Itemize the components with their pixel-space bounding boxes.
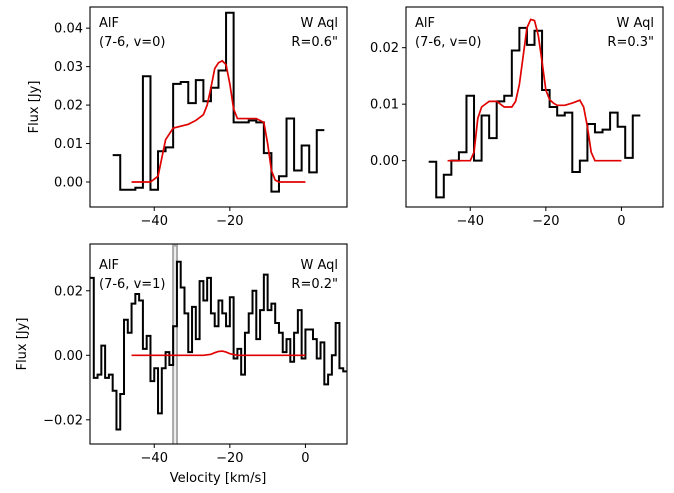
transition-label: (7-6, v=0): [415, 35, 482, 50]
x-tick-label: 0: [301, 451, 309, 466]
panel-top-left: −40 −20 0.00 0.01 0.02 0.03 0.04 AlF (7-6, v=0…: [27, 6, 348, 229]
species-label: AlF: [99, 16, 119, 31]
observed-spectrum-step: [428, 26, 641, 199]
y-tick-label: 0.02: [370, 41, 399, 56]
y-tick-label: 0.00: [370, 154, 399, 169]
y-tick-label: −0.02: [43, 413, 83, 428]
y-tick-label: 0.01: [54, 137, 83, 152]
observed-spectrum-step: [112, 11, 325, 193]
star-label: W Aql: [300, 16, 338, 31]
observed-spectrum-step: [90, 260, 347, 431]
transition-label: (7-6, v=0): [99, 35, 166, 50]
x-tick-label: −40: [141, 451, 168, 466]
panel-top-right: −40 −20 0 0.00 0.01 0.02 AlF (7-6, v=0) W Aql…: [370, 6, 664, 229]
y-tick-label: 0.02: [54, 284, 83, 299]
x-tick-label: 0: [617, 214, 625, 229]
x-tick-label: −20: [216, 214, 243, 229]
x-tick-label: −40: [457, 214, 484, 229]
axes-frame: [405, 6, 664, 208]
model-spectrum-line: [131, 350, 306, 357]
y-tick-label: 0.01: [370, 98, 399, 113]
radius-label: R=0.6": [291, 35, 338, 50]
y-tick-label: 0.00: [54, 349, 83, 364]
radius-label: R=0.3": [607, 35, 654, 50]
model-spectrum-line: [131, 59, 306, 183]
species-label: AlF: [99, 258, 119, 273]
x-tick-label: −40: [141, 214, 168, 229]
star-label: W Aql: [300, 258, 338, 273]
y-tick-label: 0.04: [54, 22, 83, 37]
y-tick-label: 0.00: [54, 176, 83, 191]
star-label: W Aql: [616, 16, 654, 31]
y-tick-label: 0.02: [54, 99, 83, 114]
x-axis-label: Velocity [km/s]: [170, 471, 267, 486]
model-spectrum-line: [447, 18, 622, 162]
y-axis-label: Flux [Jy]: [15, 318, 30, 371]
panel-bottom-left: −40 −20 0 −0.02 0.00 0.02 AlF (7-6, v=1) W Aq…: [15, 243, 348, 486]
transition-label: (7-6, v=1): [99, 277, 166, 292]
x-tick-label: −20: [532, 214, 559, 229]
axes-frame: [89, 6, 348, 208]
x-tick-label: −20: [216, 451, 243, 466]
species-label: AlF: [415, 16, 435, 31]
axes-frame: [89, 243, 348, 445]
radius-label: R=0.2": [291, 277, 338, 292]
y-tick-label: 0.03: [54, 60, 83, 75]
y-axis-label: Flux [Jy]: [27, 81, 42, 134]
